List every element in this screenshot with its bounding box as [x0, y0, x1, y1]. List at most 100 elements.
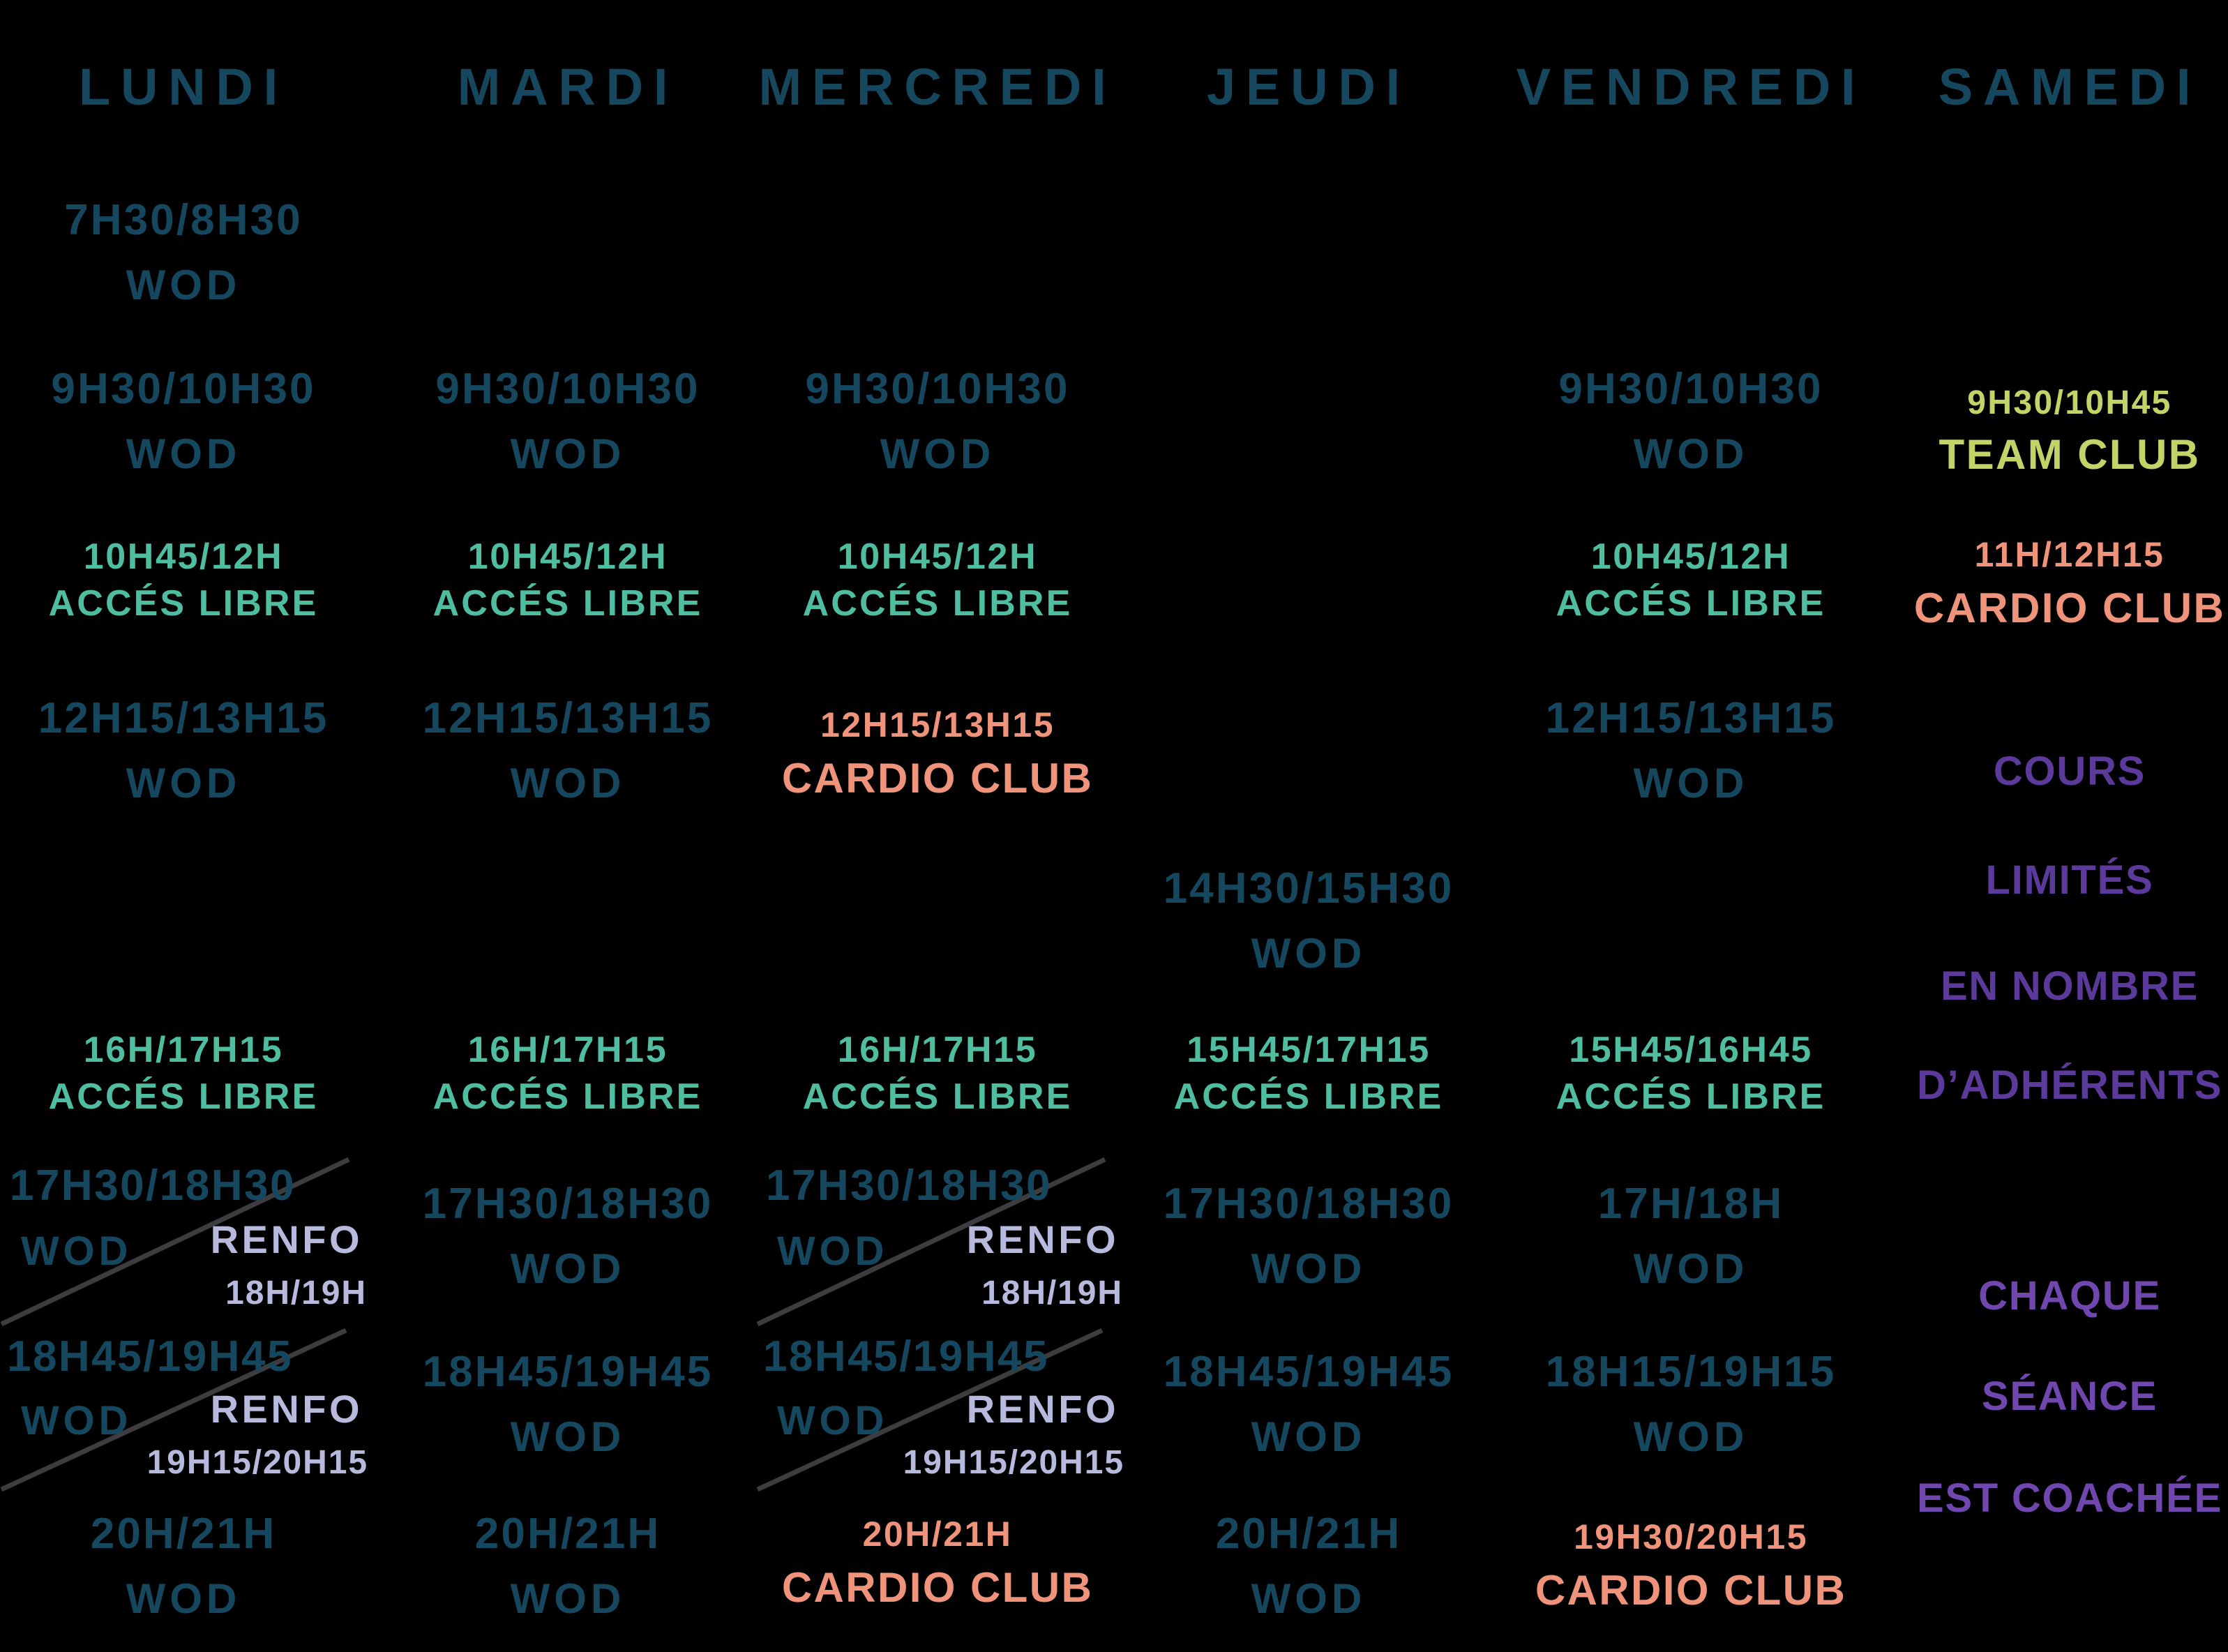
lundi-slot-16h-acces-libre: 16H/17H15 ACCÉS LIBRE: [2, 1030, 365, 1118]
slot-label: WOD: [777, 1398, 889, 1443]
lundi-slot-7h30-wod: 7H30/8H30 WOD: [2, 196, 365, 309]
slot-label: WOD: [510, 760, 626, 807]
slot-time: 17H30/18H30: [422, 1180, 714, 1228]
slot-time: 16H/17H15: [83, 1030, 284, 1070]
note-chaque: CHAQUE: [1978, 1273, 2161, 1319]
note-en-nombre: EN NOMBRE: [1940, 963, 2199, 1009]
slot-label: ACCÉS LIBRE: [802, 1076, 1073, 1118]
slot-time: 15H45/17H15: [1187, 1030, 1431, 1070]
vendredi-slot-12h15-wod: 12H15/13H15 WOD: [1510, 694, 1872, 807]
note-est-coachee: EST COACHÉE: [1916, 1475, 2223, 1521]
slot-time: 10H45/12H: [83, 536, 284, 577]
slot-time: 10H45/12H: [1590, 536, 1791, 577]
diagonal-divider: [0, 1328, 347, 1492]
slot-time: 17H30/18H30: [10, 1162, 296, 1210]
jeudi-slot-20h-wod: 20H/21H WOD: [1127, 1510, 1490, 1623]
diagonal-divider: [756, 1157, 1106, 1327]
vendredi-slot-18h15-wod: 18H15/19H15 WOD: [1510, 1348, 1872, 1461]
slot-time: 18H45/19H45: [763, 1332, 1049, 1381]
slot-label: WOD: [777, 1229, 889, 1274]
slot-time: 12H15/13H15: [820, 705, 1055, 744]
renfo-label: RENFO: [966, 1387, 1119, 1431]
slot-time: 18H15/19H15: [1545, 1348, 1837, 1396]
slot-label: WOD: [510, 1575, 626, 1623]
mercredi-slot-12h15-cardio-club: 12H15/13H15 CARDIO CLUB: [756, 706, 1119, 802]
slot-label: ACCÉS LIBRE: [48, 1076, 319, 1118]
slot-time: 12H15/13H15: [38, 694, 329, 742]
slot-label: WOD: [1251, 1413, 1367, 1461]
note-adherents: D’ADHÉRENTS: [1916, 1062, 2223, 1108]
day-header-jeudi: JEUDI: [1207, 58, 1410, 116]
lundi-slot-18h45-wod-renfo: 18H45/19H45 WOD RENFO 19H15/20H15: [0, 1328, 370, 1502]
slot-time: 17H30/18H30: [1163, 1180, 1454, 1228]
slot-label: WOD: [1633, 1413, 1749, 1461]
slot-label: WOD: [1633, 430, 1749, 478]
mercredi-slot-9h30-wod: 9H30/10H30 WOD: [756, 365, 1119, 478]
slot-time: 14H30/15H30: [1163, 864, 1454, 913]
slot-time: 12H15/13H15: [1545, 694, 1837, 742]
slot-label: ACCÉS LIBRE: [432, 1076, 703, 1118]
slot-label: WOD: [126, 262, 241, 309]
mardi-slot-9h30-wod: 9H30/10H30 WOD: [386, 365, 749, 478]
slot-label: WOD: [126, 760, 241, 807]
mardi-slot-17h30-wod: 17H30/18H30 WOD: [386, 1180, 749, 1293]
mercredi-slot-16h-acces-libre: 16H/17H15 ACCÉS LIBRE: [756, 1030, 1119, 1118]
slot-label: ACCÉS LIBRE: [802, 583, 1073, 624]
diagonal-divider: [0, 1157, 350, 1327]
samedi-slot-9h30-team-club: 9H30/10H45 TEAM CLUB: [1888, 384, 2228, 479]
slot-time: 9H30/10H30: [51, 365, 316, 413]
renfo-time: 19H15/20H15: [903, 1444, 1124, 1481]
mercredi-slot-18h45-wod-renfo: 18H45/19H45 WOD RENFO 19H15/20H15: [756, 1328, 1126, 1502]
vendredi-slot-9h30-wod: 9H30/10H30 WOD: [1510, 365, 1872, 478]
slot-label: TEAM CLUB: [1939, 430, 2201, 478]
note-cours: COURS: [1993, 749, 2146, 794]
note-seance: SÉANCE: [1981, 1374, 2158, 1419]
mardi-slot-12h15-wod: 12H15/13H15 WOD: [386, 694, 749, 807]
slot-time: 12H15/13H15: [422, 694, 714, 742]
lundi-slot-20h-wod: 20H/21H WOD: [2, 1510, 365, 1623]
slot-time: 9H30/10H45: [1967, 384, 2172, 421]
lundi-slot-9h30-wod: 9H30/10H30 WOD: [2, 365, 365, 478]
slot-label: WOD: [510, 1413, 626, 1461]
slot-time: 17H/18H: [1597, 1180, 1784, 1228]
slot-time: 9H30/10H30: [1558, 365, 1823, 413]
slot-label: WOD: [21, 1229, 133, 1274]
lundi-slot-17h30-wod-renfo: 17H30/18H30 WOD RENFO 18H/19H: [0, 1157, 370, 1331]
slot-label: WOD: [1633, 1245, 1749, 1293]
mercredi-slot-10h45-acces-libre: 10H45/12H ACCÉS LIBRE: [756, 536, 1119, 624]
jeudi-slot-17h30-wod: 17H30/18H30 WOD: [1127, 1180, 1490, 1293]
mercredi-slot-20h-cardio-club: 20H/21H CARDIO CLUB: [756, 1515, 1119, 1612]
slot-time: 20H/21H: [1215, 1510, 1402, 1558]
slot-label: CARDIO CLUB: [781, 755, 1094, 802]
renfo-time: 18H/19H: [225, 1275, 367, 1312]
slot-time: 17H30/18H30: [766, 1162, 1052, 1210]
slot-time: 18H45/19H45: [1163, 1348, 1454, 1396]
slot-label: WOD: [1251, 930, 1367, 977]
lundi-slot-12h15-wod: 12H15/13H15 WOD: [2, 694, 365, 807]
slot-time: 19H30/20H15: [1573, 1517, 1809, 1556]
slot-time: 10H45/12H: [467, 536, 668, 577]
jeudi-slot-14h30-wod: 14H30/15H30 WOD: [1127, 864, 1490, 977]
renfo-label: RENFO: [966, 1217, 1119, 1261]
mardi-slot-10h45-acces-libre: 10H45/12H ACCÉS LIBRE: [386, 536, 749, 624]
diagonal-divider: [756, 1328, 1104, 1492]
slot-label: WOD: [21, 1398, 133, 1443]
day-header-vendredi: VENDREDI: [1516, 58, 1866, 116]
slot-time: 20H/21H: [862, 1515, 1013, 1554]
note-limites: LIMITÉS: [1985, 857, 2154, 903]
vendredi-slot-19h30-cardio-club: 19H30/20H15 CARDIO CLUB: [1510, 1518, 1872, 1614]
vendredi-slot-15h45-acces-libre: 15H45/16H45 ACCÉS LIBRE: [1510, 1030, 1872, 1118]
slot-time: 15H45/16H45: [1569, 1030, 1813, 1070]
renfo-label: RENFO: [210, 1217, 363, 1261]
slot-label: WOD: [126, 430, 241, 478]
slot-label: ACCÉS LIBRE: [48, 583, 319, 624]
slot-time: 7H30/8H30: [64, 196, 303, 244]
vendredi-slot-17h-wod: 17H/18H WOD: [1510, 1180, 1872, 1293]
slot-time: 16H/17H15: [467, 1030, 668, 1070]
day-header-mardi: MARDI: [457, 58, 679, 116]
slot-label: ACCÉS LIBRE: [432, 583, 703, 624]
slot-time: 9H30/10H30: [805, 365, 1070, 413]
mercredi-slot-17h30-wod-renfo: 17H30/18H30 WOD RENFO 18H/19H: [756, 1157, 1126, 1331]
slot-time: 18H45/19H45: [422, 1348, 714, 1396]
